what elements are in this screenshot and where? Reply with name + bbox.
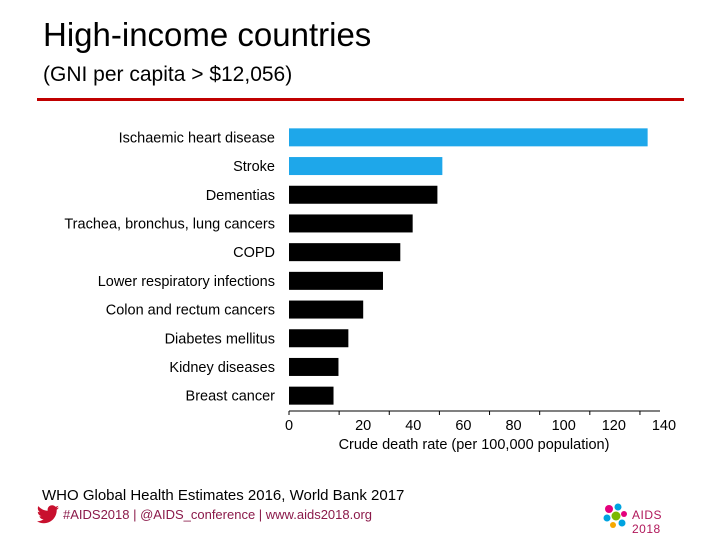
x-tick-label: 60 <box>455 418 471 434</box>
title-divider <box>37 98 684 101</box>
x-axis-label: Crude death rate (per 100,000 population… <box>339 437 610 453</box>
category-label: COPD <box>233 245 275 261</box>
bar <box>289 271 383 290</box>
bar <box>289 214 413 233</box>
page-title: High-income countries <box>43 16 372 53</box>
category-label: Breast cancer <box>186 389 276 405</box>
bar <box>289 386 334 405</box>
bar-chart: Ischaemic heart disease Stroke Dementias Tr… <box>64 128 676 453</box>
category-label: Ischaemic heart disease <box>119 130 275 146</box>
category-label: Kidney diseases <box>169 360 275 376</box>
bar <box>289 185 438 204</box>
x-tick-label: 20 <box>355 418 371 434</box>
x-tick-label: 140 <box>652 418 676 434</box>
aids2018-ribbon-icon <box>603 503 627 528</box>
aids2018-logo: AIDS 2018 <box>600 500 690 536</box>
source-note: WHO Global Health Estimates 2016, World … <box>42 487 405 504</box>
bar <box>289 329 349 348</box>
bar <box>289 357 339 376</box>
category-label: Colon and rectum cancers <box>106 303 275 319</box>
x-tick-label: 80 <box>505 418 521 434</box>
bar <box>289 300 364 319</box>
category-label: Trachea, bronchus, lung cancers <box>64 216 275 232</box>
x-tick-label: 40 <box>405 418 421 434</box>
x-tick-label: 100 <box>552 418 576 434</box>
footer-links: #AIDS2018 | @AIDS_conference | www.aids2… <box>63 507 373 522</box>
x-tick-label: 0 <box>285 418 293 434</box>
bar <box>289 128 648 147</box>
category-label: Diabetes mellitus <box>165 331 275 347</box>
bar <box>289 157 443 176</box>
category-label: Dementias <box>206 188 275 204</box>
category-label: Lower respiratory infections <box>98 274 275 290</box>
aids2018-logo-text: AIDS 2018 <box>632 508 663 536</box>
category-label: Stroke <box>233 159 275 175</box>
page-subtitle: (GNI per capita > $12,056) <box>43 63 293 86</box>
x-tick-label: 120 <box>602 418 626 434</box>
bar <box>289 243 401 262</box>
twitter-bird-icon <box>37 505 59 524</box>
